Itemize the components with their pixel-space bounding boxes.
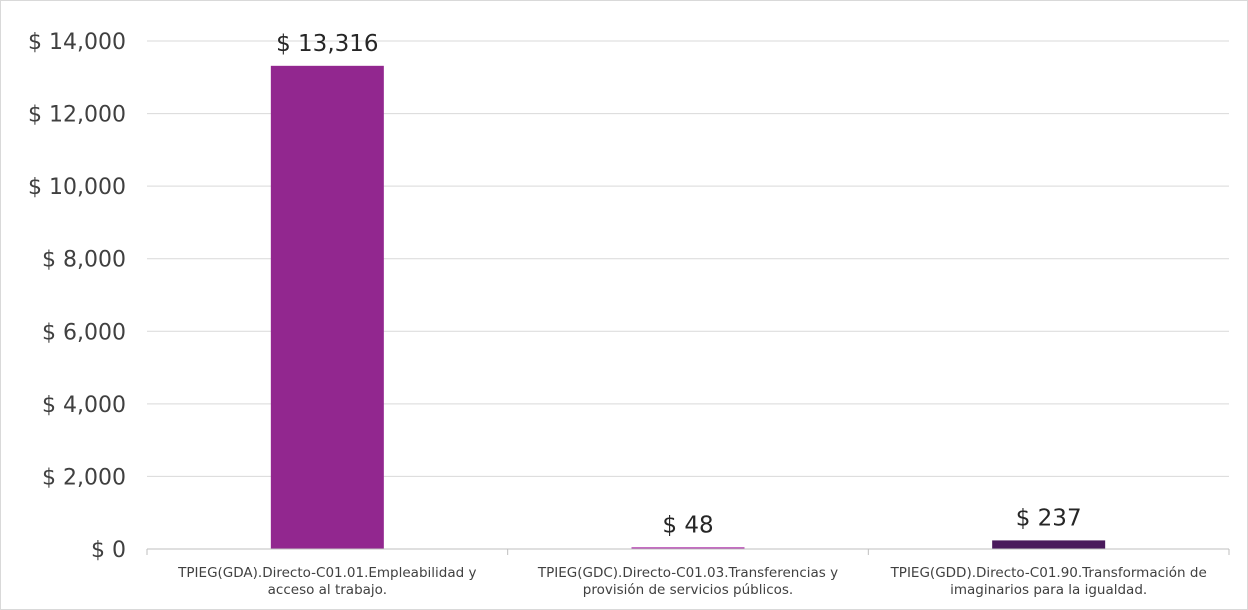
bar bbox=[992, 540, 1106, 549]
x-tick-label: TPIEG(GDA).Directo-C01.01.Empleabilidad … bbox=[177, 565, 476, 581]
x-tick-label: provisión de servicios públicos. bbox=[583, 582, 793, 598]
x-tick-label: acceso al trabajo. bbox=[268, 582, 387, 598]
data-label: $ 13,316 bbox=[276, 31, 378, 57]
x-tick-label: TPIEG(GDC).Directo-C01.03.Transferencias… bbox=[537, 565, 838, 581]
data-labels: $ 13,316 $ 48 $ 237 bbox=[276, 31, 1081, 538]
y-tick-label: $ 6,000 bbox=[42, 320, 126, 345]
bars bbox=[270, 65, 1106, 549]
data-label: $ 237 bbox=[1016, 505, 1082, 531]
y-tick-label: $ 12,000 bbox=[28, 103, 126, 128]
y-tick-label: $ 4,000 bbox=[42, 393, 126, 418]
y-tick-label: $ 8,000 bbox=[42, 248, 126, 273]
y-tick-label: $ 14,000 bbox=[28, 30, 126, 55]
bar bbox=[270, 65, 384, 549]
y-tick-label: $ 0 bbox=[91, 538, 126, 563]
x-tick-label: imaginarios para la igualdad. bbox=[950, 582, 1147, 598]
y-axis: $ 0 $ 2,000 $ 4,000 $ 6,000 $ 8,000 $ 10,000 $… bbox=[28, 30, 126, 563]
y-tick-label: $ 2,000 bbox=[42, 465, 126, 490]
x-axis: TPIEG(GDA).Directo-C01.01.Empleabilidad … bbox=[146, 548, 1230, 598]
bar bbox=[631, 547, 745, 549]
y-tick-label: $ 10,000 bbox=[28, 175, 126, 200]
x-tick-label: TPIEG(GDD).Directo-C01.90.Transformación… bbox=[890, 565, 1207, 581]
data-label: $ 48 bbox=[662, 512, 713, 538]
